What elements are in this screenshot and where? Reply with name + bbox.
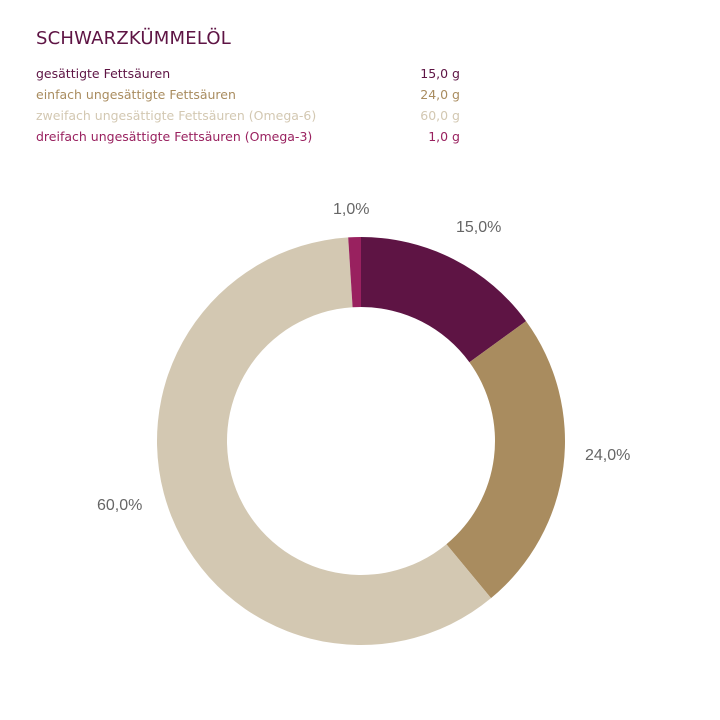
chart-title: SCHWARZKÜMMELÖL	[36, 28, 232, 49]
pct-label-saturated: 15,0%	[456, 219, 502, 236]
pct-label-omega6: 60,0%	[97, 497, 143, 514]
legend-value: 1,0 g	[428, 129, 460, 144]
legend-value: 60,0 g	[420, 108, 460, 123]
legend-label: dreifach ungesättigte Fettsäuren (Omega-…	[36, 129, 313, 144]
legend-label: gesättigte Fettsäuren	[36, 66, 171, 81]
legend-row-monounsaturated: einfach ungesättigte Fettsäuren 24,0 g	[36, 84, 460, 105]
slice-monounsaturated	[446, 321, 565, 599]
legend-value: 24,0 g	[420, 87, 460, 102]
pct-label-monounsaturated: 24,0%	[585, 447, 631, 464]
legend-value: 15,0 g	[420, 66, 460, 81]
donut-slices	[156, 237, 565, 646]
legend-row-saturated: gesättigte Fettsäuren 15,0 g	[36, 63, 460, 84]
legend-row-omega3: dreifach ungesättigte Fettsäuren (Omega-…	[36, 126, 460, 147]
legend: gesättigte Fettsäuren 15,0 g einfach ung…	[36, 63, 460, 147]
legend-label: zweifach ungesättigte Fettsäuren (Omega-…	[36, 108, 317, 123]
legend-row-omega6: zweifach ungesättigte Fettsäuren (Omega-…	[36, 105, 460, 126]
legend-label: einfach ungesättigte Fettsäuren	[36, 87, 236, 102]
slice-omega3	[348, 237, 361, 308]
pct-label-omega3: 1,0%	[333, 201, 370, 218]
slice-saturated	[361, 237, 527, 363]
slice-omega6	[156, 237, 492, 646]
